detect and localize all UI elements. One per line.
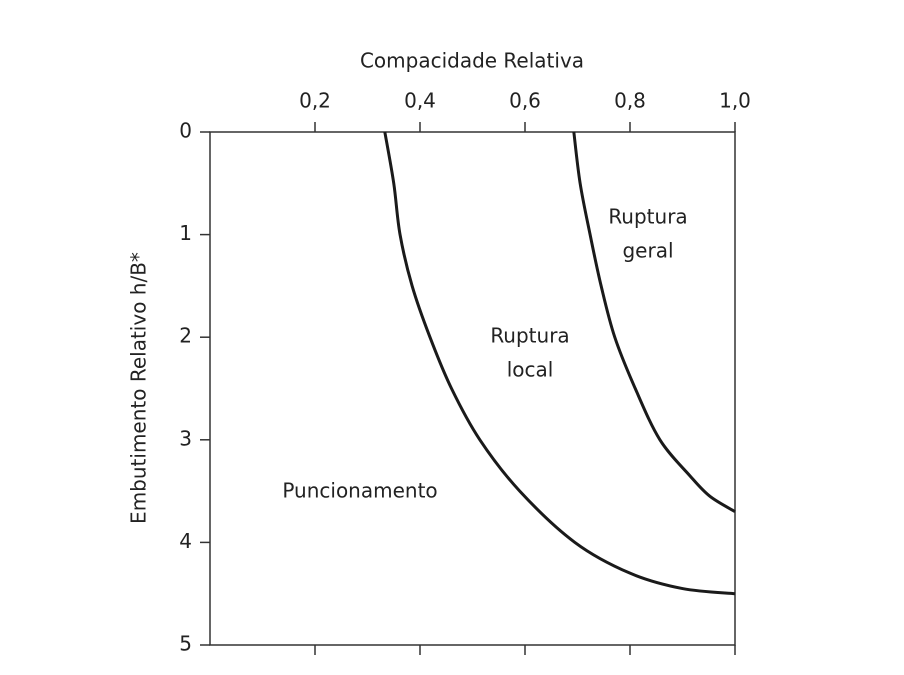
region-label: Ruptura (490, 324, 569, 348)
x-tick-label: 0,4 (404, 89, 436, 113)
y-tick-label: 0 (179, 119, 192, 143)
curve (383, 131, 736, 596)
x-tick-label: 0,2 (299, 89, 331, 113)
x-axis-title: Compacidade Relativa (360, 49, 584, 73)
curve (572, 131, 736, 513)
region-label: Puncionamento (282, 479, 437, 503)
x-tick-label: 0,6 (509, 89, 541, 113)
y-tick-label: 2 (179, 324, 192, 348)
y-tick-label: 1 (179, 221, 192, 245)
y-tick-label: 5 (179, 632, 192, 656)
y-tick-label: 3 (179, 426, 192, 450)
region-label: local (507, 358, 554, 382)
x-tick-label: 0,8 (614, 89, 646, 113)
region-label: Ruptura (608, 205, 687, 229)
y-tick-label: 4 (179, 529, 192, 553)
region-label: geral (622, 239, 673, 263)
x-tick-label: 1,0 (719, 89, 751, 113)
y-axis-title: Embutimento Relativo h/B* (127, 252, 151, 524)
